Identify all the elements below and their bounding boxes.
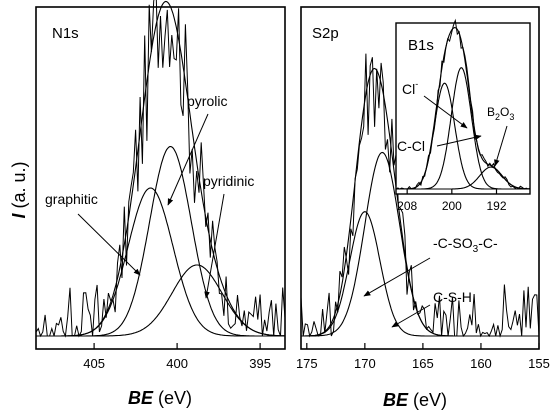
pyrolic-arrow	[167, 113, 209, 206]
csh-label: C-S-H	[433, 289, 472, 305]
n1s-pyridinic-component	[36, 264, 286, 337]
svg-text:I(a. u.): I (a. u.)	[9, 161, 29, 218]
n1s-x-tick-label: 395	[249, 356, 271, 371]
n1s-x-axis-label: BE (eV)	[128, 388, 192, 408]
pyrolic-label: pyrolic	[187, 93, 227, 109]
pyridinic-arrow	[204, 193, 225, 299]
graphitic-arrow	[77, 213, 141, 276]
b1s-inset: B1s 208 200 192 Cl- C-Cl B2O3	[395, 18, 531, 213]
s2p-csh-component	[301, 151, 539, 337]
cl-minus-arrow	[423, 95, 468, 129]
pyridinic-label: pyridinic	[203, 173, 254, 189]
y-axis-label: I (a. u.)	[9, 161, 29, 218]
n1s-x-axis-label-symbol: BE	[128, 388, 154, 408]
graphitic-label: graphitic	[45, 191, 98, 207]
n1s-x-axis-label-unit: (eV)	[158, 388, 192, 408]
b1s-x-tick-label: 200	[442, 199, 462, 213]
s2p-raw-spectrum	[300, 53, 540, 338]
s2p-x-axis-label-symbol: BE	[383, 390, 409, 410]
s2p-x-tick-label: 165	[412, 356, 434, 371]
n1s-panel: N1s 405 400 395 graphitic pyrolic pyridini…	[35, 0, 286, 371]
s2p-title: S2p	[312, 25, 339, 42]
n1s-x-tick-label: 400	[166, 356, 188, 371]
b2o3-label: B2O3	[487, 105, 514, 122]
s2p-x-tick-label: 160	[470, 356, 492, 371]
b1s-b2o3-component	[396, 166, 531, 190]
s2p-x-ticks: 175 170 165 160 155	[296, 343, 550, 371]
y-axis-label-symbol: I	[9, 213, 29, 219]
c-cl-label: C-Cl	[397, 138, 425, 154]
s2p-x-tick-label: 155	[528, 356, 550, 371]
s2p-plot-frame	[300, 6, 540, 350]
b2o3-arrow	[494, 125, 508, 167]
y-axis-label-unit: (a. u.)	[9, 161, 29, 208]
s2p-x-axis-label: BE (eV)	[383, 390, 447, 410]
n1s-graphitic-component	[36, 187, 285, 337]
n1s-raw-spectrum	[35, 0, 286, 338]
s2p-x-axis-label-unit: (eV)	[413, 390, 447, 410]
s2p-x-tick-label: 175	[296, 356, 318, 371]
n1s-x-tick-label: 405	[83, 356, 105, 371]
c-cl-arrow	[436, 134, 482, 147]
cso3c-label: -C-SO3-C-	[433, 235, 498, 255]
b1s-title: B1s	[408, 37, 434, 54]
cso3c-arrow	[363, 257, 431, 297]
b1s-x-ticks: 208 200 192	[397, 189, 507, 213]
cl-minus-label: Cl-	[402, 79, 418, 97]
b1s-x-tick-label: 192	[486, 199, 506, 213]
b1s-x-tick-label: 208	[397, 199, 417, 213]
csh-arrow	[391, 304, 431, 328]
n1s-title: N1s	[52, 25, 79, 42]
s2p-x-tick-label: 170	[354, 356, 376, 371]
s2p-panel: S2p 175 170 165 160 155 -C-SO3-C- C-S-H B1s …	[296, 6, 550, 371]
n1s-plot-frame	[35, 6, 286, 350]
n1s-x-ticks: 405 400 395	[83, 343, 271, 371]
